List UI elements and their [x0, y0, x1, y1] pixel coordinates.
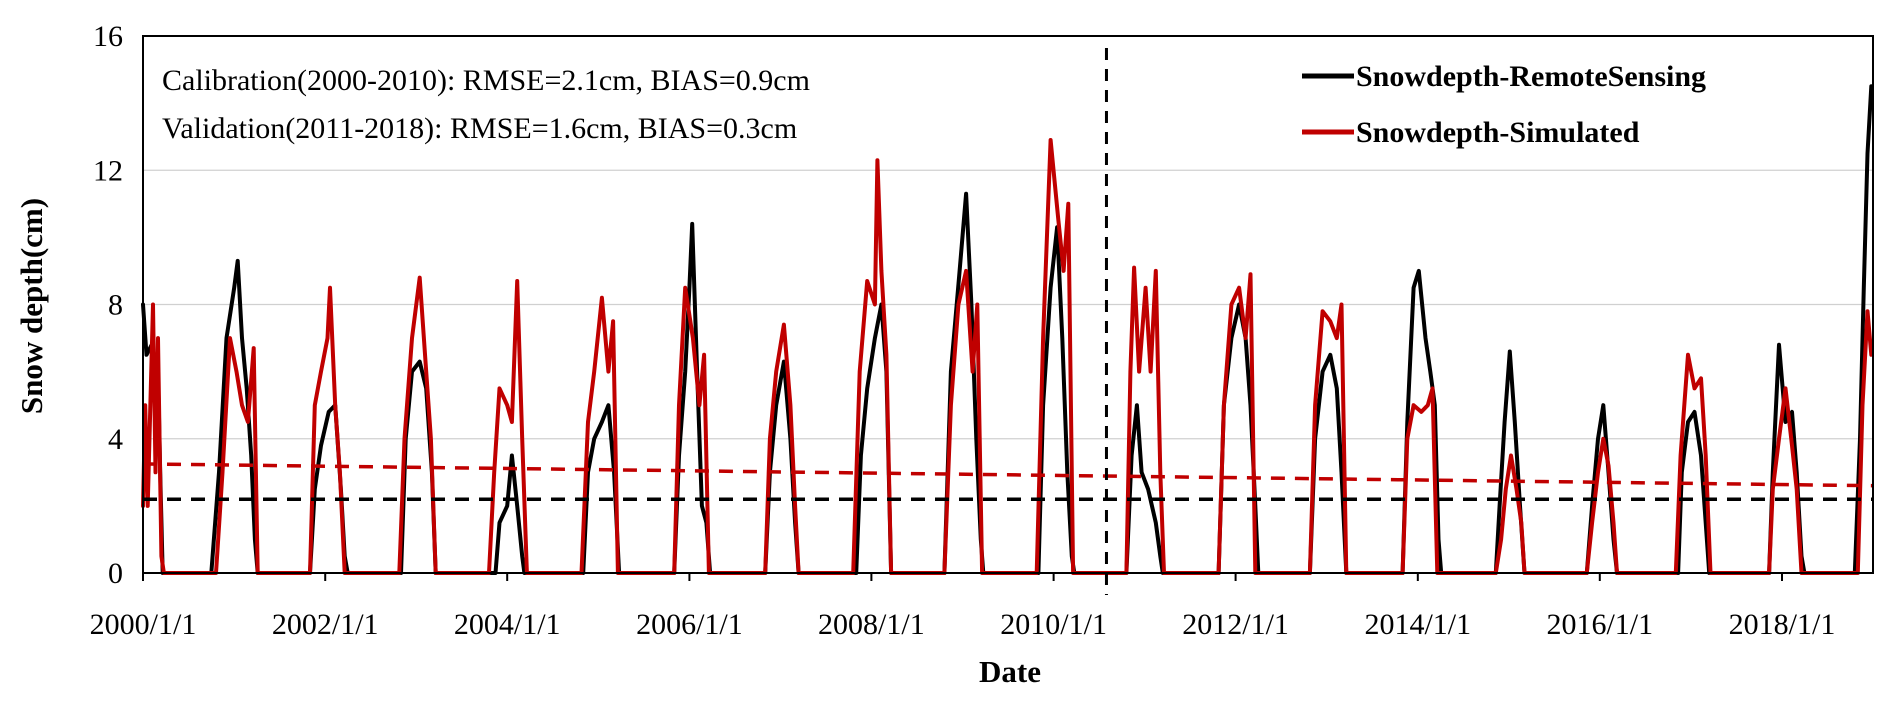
x-axis-title: Date: [979, 654, 1041, 689]
x-tick-label: 2018/1/1: [1729, 608, 1836, 641]
x-tick-label: 2000/1/1: [90, 608, 197, 641]
plot-frame: [142, 35, 1874, 574]
mean-reference-line: [142, 462, 1873, 488]
y-axis-title: Snow depth(cm): [14, 198, 49, 414]
x-tick-labels: 2000/1/1 2002/1/1 2004/1/1 2006/1/1 2008/1/1…: [90, 608, 1836, 641]
x-tick-label: 2008/1/1: [818, 608, 925, 641]
x-tick-label: 2002/1/1: [272, 608, 379, 641]
calibration-annotation: Calibration(2000-2010): RMSE=2.1cm, BIAS…: [162, 64, 810, 97]
y-tick-label: 16: [93, 20, 123, 53]
legend-label-simulated: Snowdepth-Simulated: [1356, 116, 1640, 149]
x-tick-label: 2014/1/1: [1364, 608, 1471, 641]
x-tick-label: 2004/1/1: [454, 608, 561, 641]
x-tick-label: 2006/1/1: [636, 608, 743, 641]
x-tick-label: 2012/1/1: [1182, 608, 1289, 641]
axes-layer: [142, 35, 1874, 581]
x-tick-label: 2010/1/1: [1000, 608, 1107, 641]
y-tick-label: 12: [93, 154, 123, 187]
y-tick-label: 8: [108, 289, 123, 322]
series-line-simulated: [141, 138, 1874, 575]
y-tick-label: 4: [108, 423, 123, 456]
x-tick-label: 2016/1/1: [1546, 608, 1653, 641]
validation-annotation: Validation(2011-2018): RMSE=1.6cm, BIAS=…: [162, 112, 797, 145]
y-tick-label: 0: [108, 557, 123, 590]
legend-label-remote-sensing: Snowdepth-RemoteSensing: [1356, 60, 1706, 93]
y-tick-labels: 0 4 8 12 16: [93, 20, 123, 590]
legend: Snowdepth-RemoteSensing Snowdepth-Simula…: [1302, 60, 1706, 149]
